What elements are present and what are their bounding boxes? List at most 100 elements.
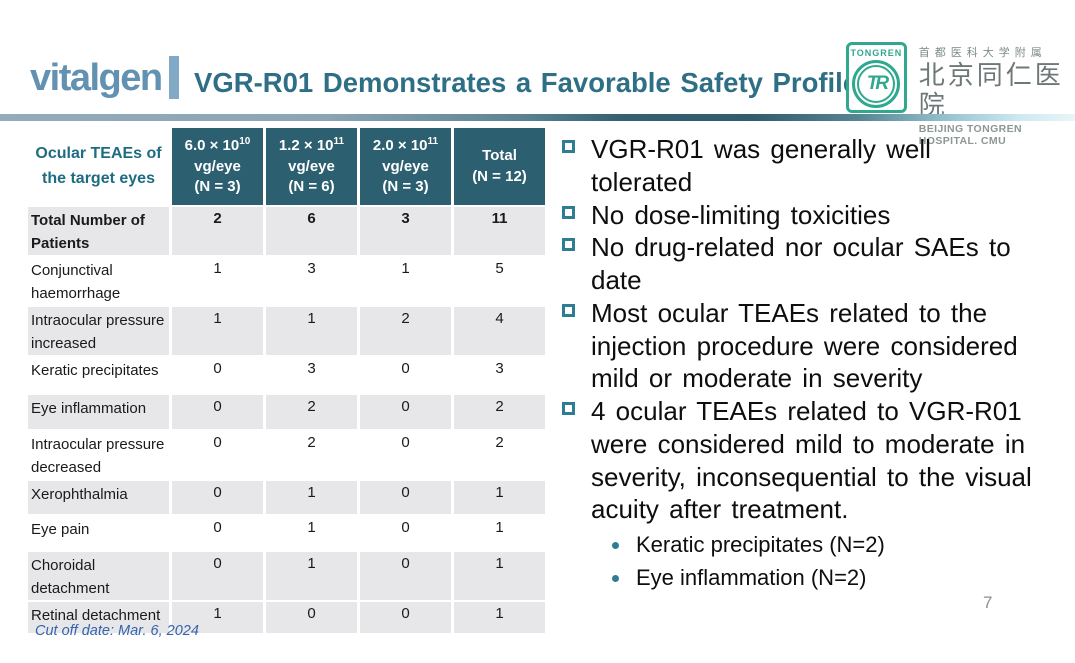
table-cell: 3	[357, 205, 451, 255]
row-label: Retinal detachment	[28, 600, 169, 633]
row-label: Choroidal detachment	[28, 550, 169, 600]
square-bullet-icon	[562, 205, 575, 219]
logo-divider	[168, 56, 179, 99]
list-item: 4 ocular TEAEs related to VGR-R01 were c…	[560, 395, 1040, 526]
summary-panel: VGR-R01 was generally well tolerated No …	[560, 133, 1040, 594]
table-cell: 1	[451, 550, 545, 600]
dose-exponent: 10	[239, 135, 251, 147]
dose-n: (N = 6)	[288, 178, 335, 196]
dose-value: 2.0 × 10	[372, 136, 428, 154]
table-cell: 0	[169, 355, 263, 393]
list-item: VGR-R01 was generally well tolerated	[560, 133, 1040, 199]
table-cell: 0	[357, 355, 451, 393]
tongren-badge-icon: TONGREN TR	[846, 42, 907, 113]
list-item: Most ocular TEAEs related to the injecti…	[560, 297, 1040, 395]
brand-area: vitalgen	[30, 56, 179, 99]
table-cell: 0	[357, 600, 451, 633]
dot-bullet-icon	[612, 542, 619, 549]
col-header-dose-3: 2.0 × 1011 vg/eye (N = 3)	[357, 128, 451, 205]
table-cell: 3	[451, 355, 545, 393]
table-cell: 2	[451, 429, 545, 479]
table-cell: 0	[169, 479, 263, 514]
total-label: Total	[482, 147, 517, 165]
list-item: No drug-related nor ocular SAEs to date	[560, 231, 1040, 297]
table-cell: 2	[263, 429, 357, 479]
col-header-dose-1: 6.0 × 1010 vg/eye (N = 3)	[169, 128, 263, 205]
list-item: Keratic precipitates (N=2)	[612, 529, 1040, 562]
square-bullet-icon	[562, 303, 575, 317]
table-cell: 1	[451, 600, 545, 633]
table-cell: 1	[451, 479, 545, 514]
table-cell: 1	[451, 514, 545, 550]
table-cell: 2	[263, 393, 357, 429]
dose-unit: vg/eye	[194, 157, 241, 175]
table-row: Retinal detachment 1 0 0 1	[28, 600, 545, 633]
dose-value: 6.0 × 10	[184, 136, 240, 154]
table-cell: 2	[451, 393, 545, 429]
row-label: Total Number of Patients	[28, 205, 169, 255]
table-cell: 1	[263, 479, 357, 514]
table-cell: 6	[263, 205, 357, 255]
table-row: Choroidal detachment 0 1 0 1	[28, 550, 545, 600]
table-cell: 4	[451, 305, 545, 355]
list-item: Eye inflammation (N=2)	[612, 562, 1040, 595]
row-label: Eye pain	[28, 514, 169, 550]
col-header-total: Total (N = 12)	[451, 128, 545, 205]
table-cell: 0	[263, 600, 357, 633]
badge-label: TONGREN	[850, 48, 903, 58]
table-cell: 0	[357, 514, 451, 550]
total-n: (N = 12)	[472, 168, 527, 185]
table-cell: 0	[169, 550, 263, 600]
bullet-text: No dose-limiting toxicities	[591, 199, 891, 230]
table-cell: 1	[169, 305, 263, 355]
header-divider-rule	[0, 114, 1075, 121]
teae-table-container: Ocular TEAEs of the target eyes 6.0 × 10…	[28, 128, 545, 633]
square-bullet-icon	[562, 402, 575, 415]
dose-exponent: 11	[333, 135, 345, 147]
hospital-name-block: 首都医科大学附属 北京同仁医院 BEIJING TONGREN HOSPITAL…	[919, 42, 1075, 147]
bullet-text: Most ocular TEAEs related to the injecti…	[591, 297, 1018, 394]
square-bullet-icon	[562, 140, 575, 153]
table-row: Eye inflammation 0 2 0 2	[28, 393, 545, 429]
bullet-text: 4 ocular TEAEs related to VGR-R01 were c…	[591, 396, 1032, 525]
badge-ring-icon: TR	[852, 60, 901, 108]
badge-inner-ring-icon: TR	[857, 65, 896, 103]
dose-unit: vg/eye	[288, 157, 335, 175]
table-row: Intraocular pressure increased 1 1 2 4	[28, 305, 545, 355]
summary-bullet-list: VGR-R01 was generally well tolerated No …	[560, 133, 1040, 526]
table-row: Conjunctival haemorrhage 1 3 1 5	[28, 255, 545, 305]
table-cell: 11	[451, 205, 545, 255]
tr-monogram-icon: TR	[866, 73, 889, 94]
table-cell: 0	[357, 479, 451, 514]
row-label: Keratic precipitates	[28, 355, 169, 393]
dose-exponent: 11	[427, 135, 439, 147]
dot-bullet-icon	[612, 574, 619, 582]
hospital-name-en: BEIJING TONGREN HOSPITAL. CMU	[918, 122, 1023, 147]
table-cell: 0	[169, 393, 263, 429]
page-number: 7	[983, 593, 993, 612]
row-label: Eye inflammation	[28, 393, 169, 429]
dose-n: (N = 3)	[194, 178, 241, 196]
table-cell: 1	[169, 255, 263, 305]
dose-unit: vg/eye	[382, 157, 429, 175]
table-row: Eye pain 0 1 0 1	[28, 514, 545, 550]
vitalgen-logo: vitalgen	[30, 56, 163, 99]
table-row: Keratic precipitates 0 3 0 3	[28, 355, 545, 393]
table-cell: 2	[357, 305, 451, 355]
table-row: Intraocular pressure decreased 0 2 0 2	[28, 429, 545, 479]
table-cell: 0	[169, 514, 263, 550]
bullet-text: No drug-related nor ocular SAEs to date	[591, 232, 1011, 295]
table-row: Total Number of Patients 2 6 3 11	[28, 205, 545, 255]
corner-header: Ocular TEAEs of the target eyes	[28, 128, 169, 205]
row-label: Xerophthalmia	[28, 479, 169, 514]
table-cell: 0	[357, 393, 451, 429]
col-header-dose-2: 1.2 × 1011 vg/eye (N = 6)	[263, 128, 357, 205]
hospital-affiliation-cn: 首都医科大学附属	[918, 47, 1047, 59]
page-title: VGR-R01 Demonstrates a Favorable Safety …	[194, 67, 859, 98]
table-cell: 2	[169, 205, 263, 255]
table-header-row: Ocular TEAEs of the target eyes 6.0 × 10…	[28, 128, 545, 205]
sub-bullet-list: Keratic precipitates (N=2) Eye inflammat…	[560, 529, 1040, 594]
row-label: Conjunctival haemorrhage	[28, 255, 169, 305]
table-cell: 1	[263, 514, 357, 550]
